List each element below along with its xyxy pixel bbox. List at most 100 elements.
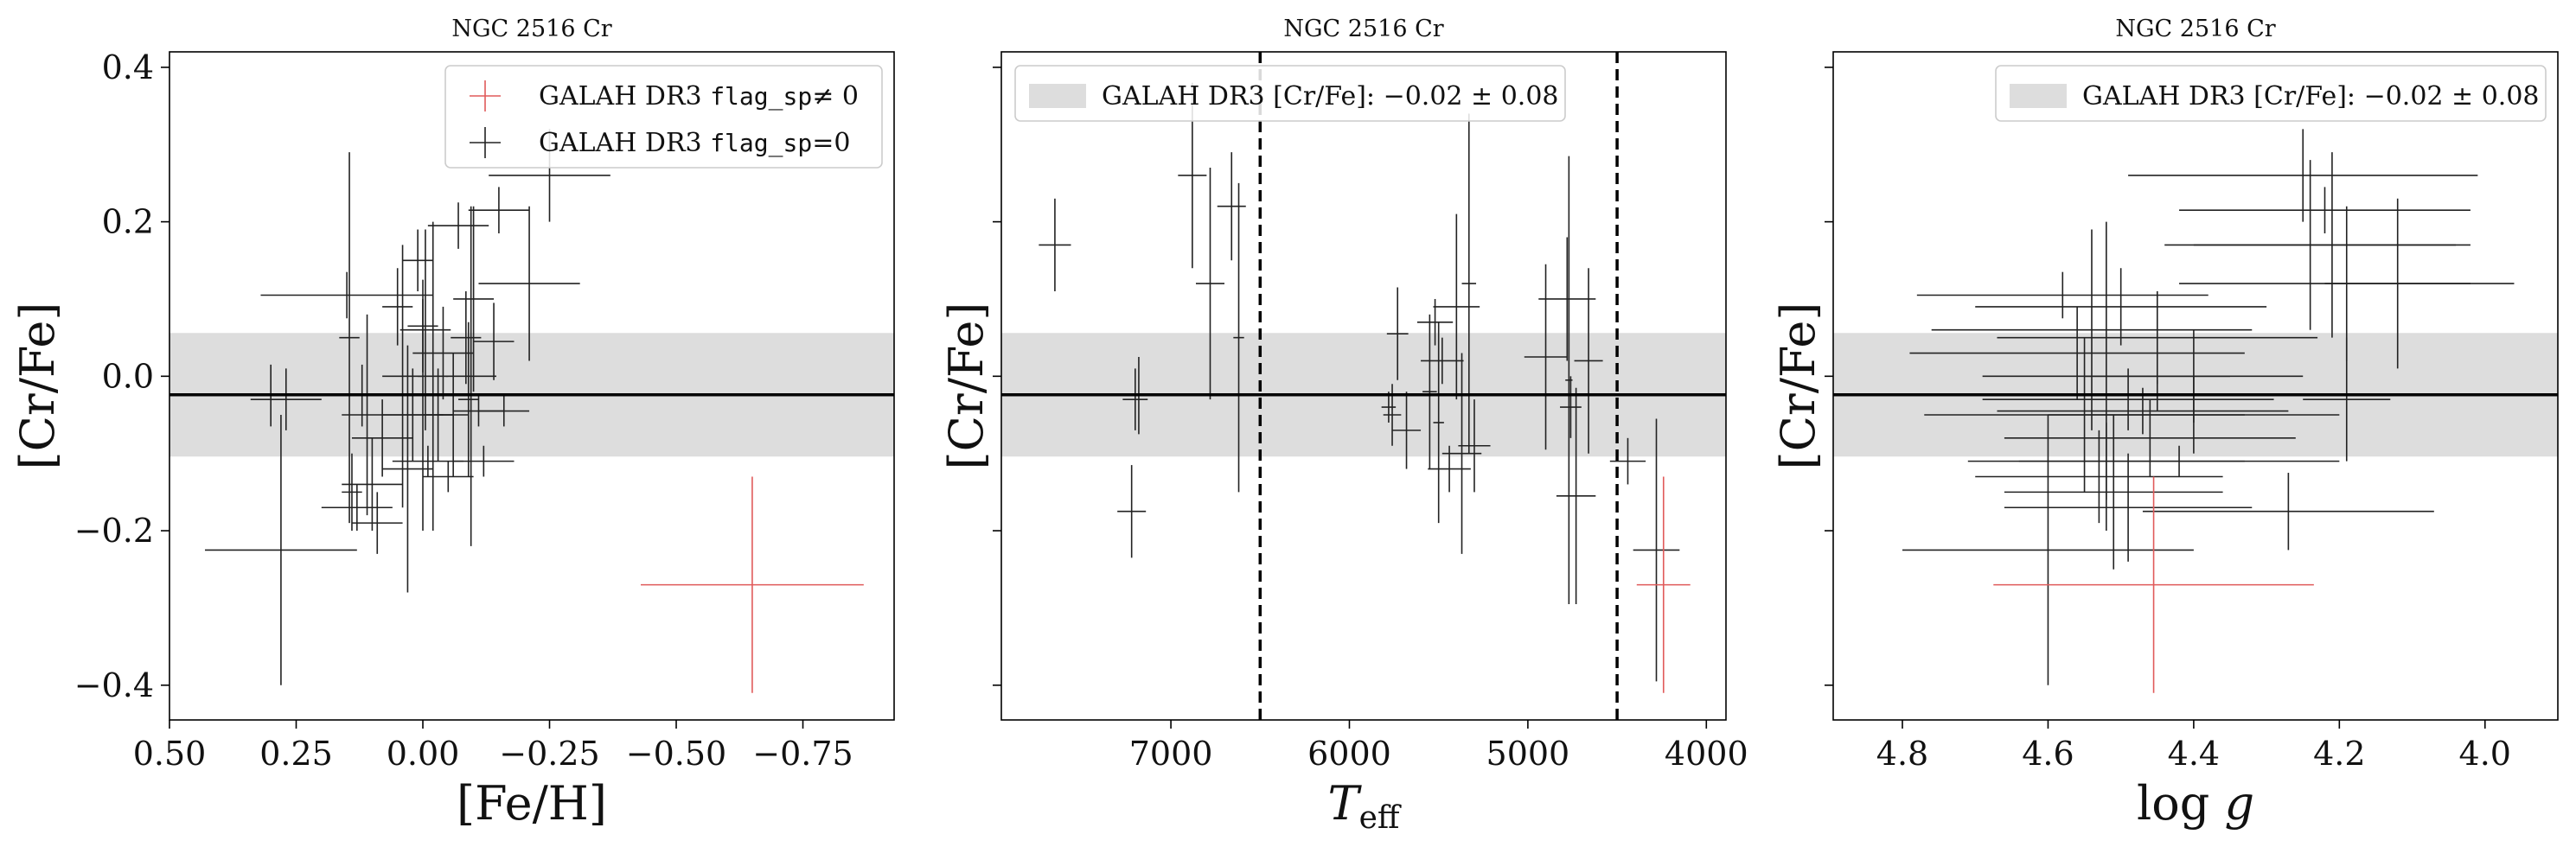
data-point <box>1039 198 1071 292</box>
data-point <box>1461 113 1477 454</box>
data-point <box>478 206 580 361</box>
data-point <box>1195 168 1225 400</box>
x-tick-label: 4.2 <box>2313 735 2365 773</box>
legend-label: GALAH DR3 flag_sp=0 <box>539 128 850 158</box>
data-point <box>1117 465 1147 558</box>
axes-frame <box>169 51 895 721</box>
data-point <box>342 437 403 532</box>
data-point <box>445 206 496 546</box>
x-tick-label: 4.4 <box>2168 735 2220 773</box>
legend-label-text: GALAH DR3 [Cr/Fe]: <box>2082 81 2364 111</box>
legend-label-text: GALAH DR3 [Cr/Fe]: <box>1102 81 1384 111</box>
data-point <box>427 202 489 249</box>
x-tick-label: 0.00 <box>387 735 460 773</box>
legend-label: GALAH DR3 flag_sp≠ 0 <box>539 81 859 111</box>
chart-title: NGC 2516 Cr <box>1283 16 1443 42</box>
data-point <box>1233 182 1244 493</box>
data-point <box>250 368 322 430</box>
data-point <box>2004 399 2296 477</box>
legend-label-suffix: =0 <box>812 128 850 158</box>
legend-label: GALAH DR3 [Cr/Fe]: −0.02 ± 0.08 <box>1102 81 1559 111</box>
data-point <box>1636 476 1691 693</box>
x-tick-label: 5000 <box>1486 735 1570 773</box>
y-axis-label: [Cr/Fe] <box>10 302 65 470</box>
axes-frame <box>1832 51 2559 721</box>
series-1 <box>1993 476 2314 693</box>
data-point <box>2193 152 2471 338</box>
legend-box <box>444 65 883 169</box>
panel-teff: NGC 2516 Cr 7000 6000 5000 4000 Teff [Cr/Fe] GA… <box>939 16 1748 836</box>
plot-area <box>169 129 894 693</box>
panel-feh: NGC 2516 Cr 0.50 0.25 0.00 −0.25 −0.50 −0.75 0.… <box>10 16 895 831</box>
data-point <box>2142 473 2434 551</box>
legend-label-suffix: ≠ 0 <box>812 81 859 111</box>
x-axis-label-main: log <box>2137 776 2225 831</box>
legend-label-code: flag_sp <box>710 82 812 111</box>
x-axis-label: Teff <box>1328 776 1402 836</box>
legend-label-suffix: −0.02 ± 0.08 <box>2364 81 2540 111</box>
x-axis-label-sub: eff <box>1359 800 1402 836</box>
data-point <box>339 152 360 524</box>
data-point <box>1982 368 2274 430</box>
data-point <box>1217 152 1246 261</box>
data-point <box>1422 314 1437 469</box>
legend-label-text: GALAH DR3 <box>539 81 710 111</box>
series-0 <box>1902 129 2515 685</box>
data-point <box>205 415 357 685</box>
x-tick-label: 7000 <box>1129 735 1213 773</box>
data-point <box>1386 287 1409 380</box>
legend-label-code: flag_sp <box>710 129 812 158</box>
y-tick-label: 0.4 <box>102 48 154 86</box>
data-point <box>458 322 479 477</box>
data-point <box>1975 268 2267 346</box>
data-point <box>2004 415 2223 570</box>
x-axis-label-var: g <box>2224 776 2254 831</box>
y-axis-label: [Cr/Fe] <box>939 302 994 470</box>
legend-patch <box>2010 84 2067 108</box>
x-tick-label: −0.25 <box>499 735 599 773</box>
y-tick-label: 0.2 <box>102 203 154 241</box>
data-point <box>1902 415 2194 685</box>
legend-label-suffix: −0.02 ± 0.08 <box>1384 81 1559 111</box>
data-point <box>342 453 362 532</box>
data-point <box>382 345 433 593</box>
x-tick-label: 4.0 <box>2459 735 2511 773</box>
x-tick-label: 4000 <box>1665 735 1748 773</box>
data-point <box>1392 392 1422 469</box>
data-point <box>402 229 433 292</box>
series-1 <box>640 476 864 693</box>
data-point <box>1381 392 1397 423</box>
data-point <box>382 245 424 508</box>
data-point <box>351 492 403 554</box>
panel-logg: NGC 2516 Cr 4.8 4.6 4.4 4.2 4.0 log g [Cr/Fe] GA… <box>1771 16 2559 831</box>
data-point <box>423 461 474 493</box>
x-tick-label: 0.25 <box>259 735 333 773</box>
data-point <box>412 306 474 400</box>
data-point <box>2004 453 2253 562</box>
y-tick-label: −0.4 <box>74 666 154 704</box>
data-point <box>1931 229 2253 430</box>
data-point <box>1560 376 1582 438</box>
data-point <box>473 302 515 380</box>
data-point <box>1633 418 1680 682</box>
legend-patch <box>1029 84 1086 108</box>
chart-title: NGC 2516 Cr <box>2115 16 2275 42</box>
data-point <box>453 206 495 392</box>
chart-title: NGC 2516 Cr <box>451 16 611 42</box>
data-point <box>2303 337 2391 462</box>
data-point <box>1433 213 1480 400</box>
data-point <box>321 484 393 532</box>
y-axis-label: [Cr/Fe] <box>1771 302 1825 470</box>
legend: GALAH DR3 [Cr/Fe]: −0.02 ± 0.08 <box>1995 65 2547 122</box>
data-point <box>1993 476 2314 693</box>
legend: GALAH DR3 [Cr/Fe]: −0.02 ± 0.08 <box>1014 65 1566 122</box>
y-tick-label: −0.2 <box>74 512 154 550</box>
data-point <box>468 187 530 234</box>
data-point <box>1909 306 2245 400</box>
data-point <box>2128 129 2478 222</box>
data-point <box>438 353 469 477</box>
data-point <box>382 268 413 346</box>
plot-area <box>1001 52 1726 720</box>
